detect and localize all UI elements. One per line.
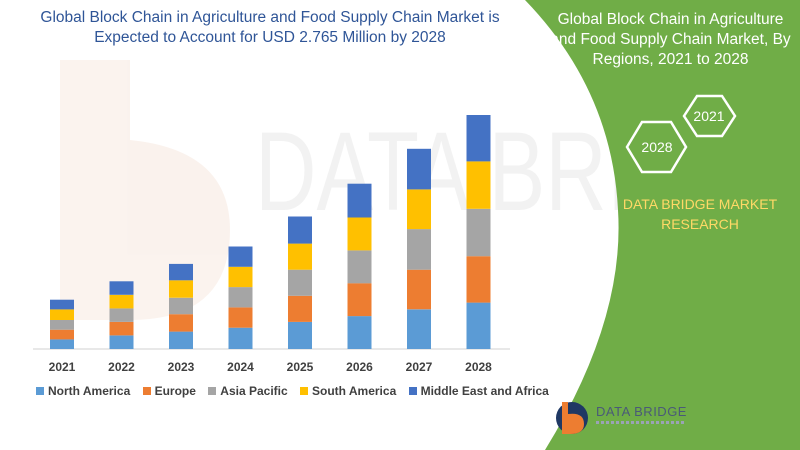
bar-2025-europe	[288, 295, 312, 322]
bar-2026-middle-east-and-africa	[347, 183, 372, 218]
legend-item-middle-east-africa: Middle East and Africa	[408, 384, 549, 398]
bar-2022-middle-east-and-africa	[109, 281, 134, 295]
bar-2027-middle-east-and-africa	[407, 148, 431, 190]
bar-2023-asia-pacific	[169, 297, 193, 315]
side-panel-title: Global Block Chain in Agriculture and Fo…	[550, 11, 791, 68]
bar-2023-europe	[169, 314, 193, 332]
x-tick-label-2027: 2027	[406, 360, 433, 374]
bar-2021-europe	[50, 329, 74, 340]
bar-2027-asia-pacific	[407, 229, 431, 270]
bar-2025-asia-pacific	[288, 269, 312, 296]
legend-label: Asia Pacific	[220, 384, 288, 398]
bar-2025-middle-east-and-africa	[288, 216, 312, 244]
x-tick-label-2022: 2022	[108, 360, 135, 374]
bar-2023-south-america	[169, 280, 193, 298]
bar-2022-europe	[109, 321, 134, 336]
bar-2026-europe	[347, 283, 372, 317]
legend-label: South America	[312, 384, 397, 398]
chart-title: Global Block Chain in Agriculture and Fo…	[40, 9, 500, 46]
hexagon-label-2021: 2021	[693, 108, 724, 124]
x-tick-label-2026: 2026	[346, 360, 373, 374]
x-tick-label-2023: 2023	[168, 360, 195, 374]
bar-2028-asia-pacific	[466, 208, 491, 257]
bar-2026-north-america	[347, 316, 372, 349]
legend-item-north-america: North America	[36, 384, 130, 398]
bar-2022-north-america	[109, 335, 134, 349]
logo-text: DATA BRIDGE	[596, 404, 687, 419]
x-tick-label-2028: 2028	[465, 360, 492, 374]
research-label: DATA BRIDGE MARKET RESEARCH	[622, 196, 778, 232]
logo-icon	[556, 402, 588, 434]
bar-2023-middle-east-and-africa	[169, 263, 193, 281]
bar-2027-south-america	[407, 189, 431, 230]
x-tick-label-2024: 2024	[227, 360, 254, 374]
logo-tagline-bar	[596, 421, 686, 424]
bar-2027-europe	[407, 269, 431, 310]
bar-2021-middle-east-and-africa	[50, 299, 74, 310]
x-tick-label-2021: 2021	[49, 360, 76, 374]
legend-item-south-america: South America	[300, 384, 396, 398]
bar-2028-europe	[466, 256, 491, 303]
bar-2023-north-america	[169, 331, 193, 349]
hexagon-label-2028: 2028	[641, 139, 672, 155]
bar-2024-south-america	[228, 266, 253, 288]
legend-label: North America	[48, 384, 131, 398]
hexagon-shape	[682, 94, 737, 138]
hexagon-2021: 2021	[682, 94, 737, 138]
bar-2024-north-america	[228, 327, 253, 349]
legend: North America Europe Asia Pacific South …	[36, 384, 549, 398]
bar-2024-middle-east-and-africa	[228, 246, 253, 267]
bar-2025-north-america	[288, 321, 312, 349]
bar-2021-asia-pacific	[50, 320, 74, 330]
bar-2028-south-america	[466, 161, 491, 209]
legend-item-europe: Europe	[142, 384, 196, 398]
bar-2022-south-america	[109, 294, 134, 309]
bar-2022-asia-pacific	[109, 308, 134, 322]
bar-2026-south-america	[347, 217, 372, 251]
bar-2021-south-america	[50, 309, 74, 320]
legend-swatch	[300, 387, 308, 395]
hexagon-shape	[625, 120, 688, 174]
legend-swatch	[408, 387, 417, 395]
bar-2024-europe	[228, 307, 253, 328]
legend-item-asia-pacific: Asia Pacific	[208, 384, 288, 398]
bar-2026-asia-pacific	[347, 250, 372, 284]
bar-2025-south-america	[288, 243, 312, 270]
legend-label: Middle East and Africa	[420, 384, 549, 398]
x-tick-label-2025: 2025	[287, 360, 314, 374]
hexagon-2028: 2028	[625, 120, 688, 174]
legend-swatch	[142, 387, 151, 395]
bars-group	[50, 115, 491, 349]
bar-2028-middle-east-and-africa	[466, 115, 491, 162]
legend-label: Europe	[154, 384, 196, 398]
bar-2021-north-america	[50, 339, 74, 349]
bar-2028-north-america	[466, 302, 491, 349]
legend-swatch	[208, 387, 217, 395]
bar-2024-asia-pacific	[228, 287, 253, 308]
legend-swatch	[36, 387, 44, 395]
x-tick-labels: 2021 2022 2023 2024 2025 2026 2027 2028	[49, 360, 493, 374]
bar-2027-north-america	[407, 309, 431, 349]
watermark-logo-icon	[60, 60, 230, 320]
